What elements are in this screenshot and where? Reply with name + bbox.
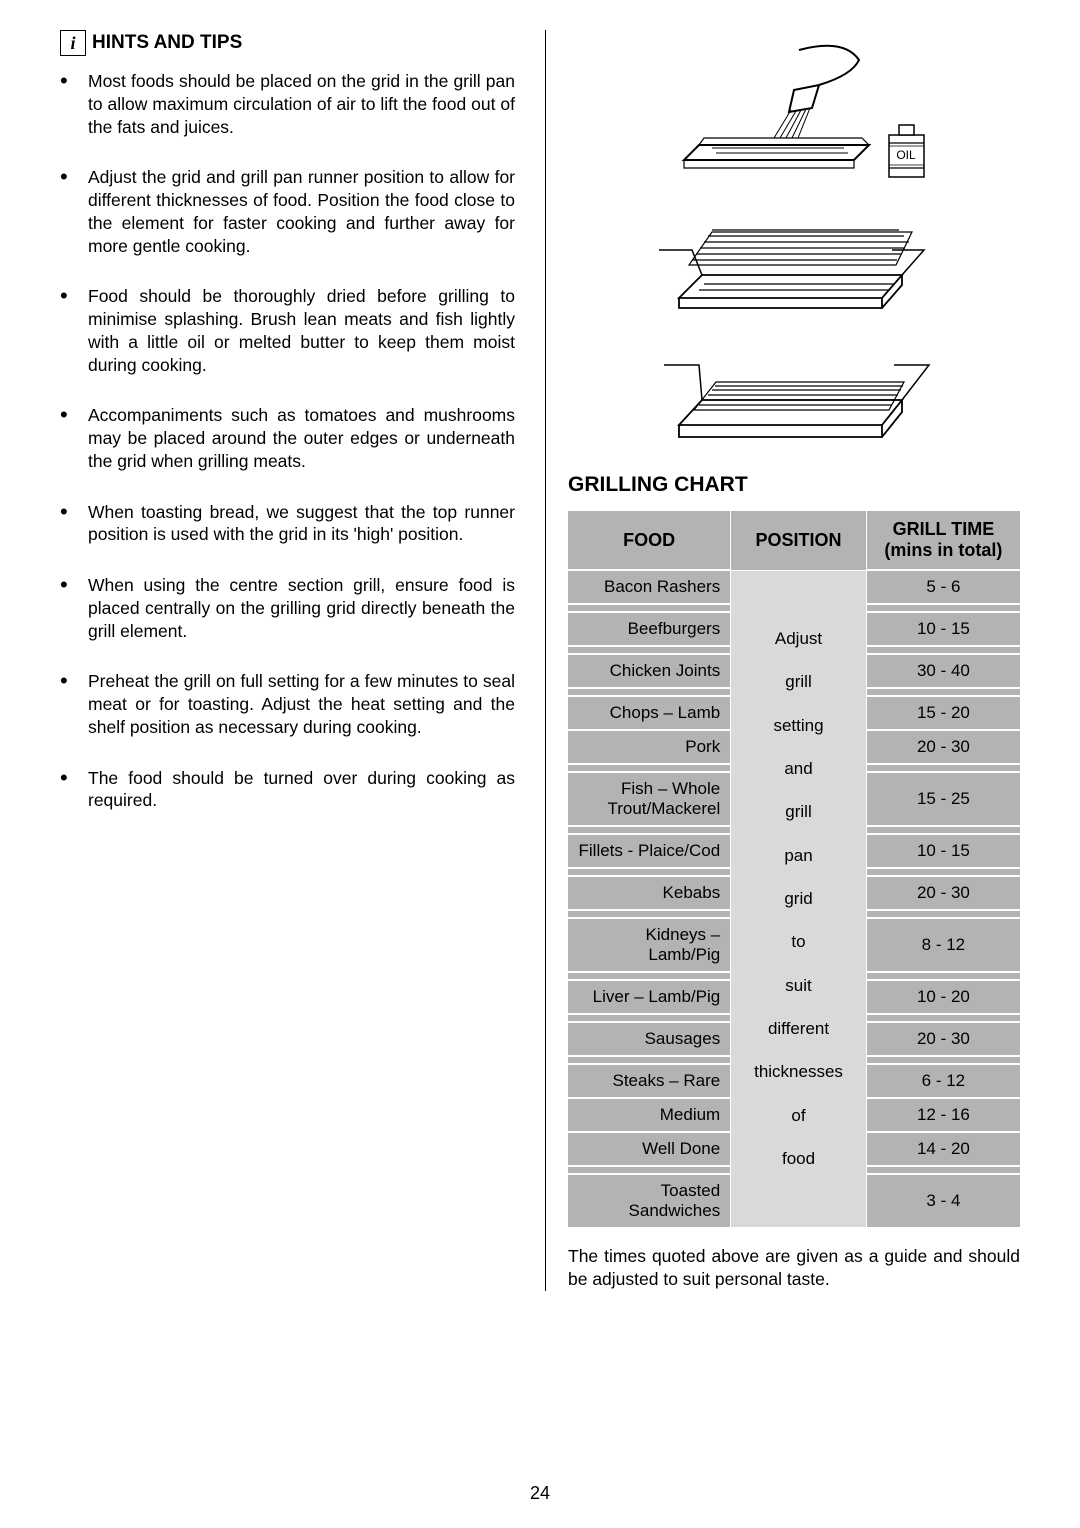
time-cell: 5 - 6 [866,570,1020,604]
food-cell: Toasted Sandwiches [568,1174,731,1227]
chart-note: The times quoted above are given as a gu… [568,1245,1020,1291]
food-cell: Well Done [568,1132,731,1166]
food-cell: Kebabs [568,876,731,910]
food-cell: Bacon Rashers [568,570,731,604]
hint-item: •Most foods should be placed on the grid… [60,70,515,138]
hint-item: •Adjust the grid and grill pan runner po… [60,166,515,257]
hint-item: •Accompaniments such as tomatoes and mus… [60,404,515,472]
time-cell: 3 - 4 [866,1174,1020,1227]
grilling-chart-table: FOOD POSITION GRILL TIME (mins in total)… [568,511,1020,1227]
grill-illustrations: OIL [568,30,1020,455]
food-cell: Fish – Whole Trout/Mackerel [568,772,731,826]
col-position: POSITION [731,511,867,570]
section-title: HINTS AND TIPS [92,32,242,54]
time-cell: 30 - 40 [866,654,1020,688]
hint-item: •When using the centre section grill, en… [60,574,515,642]
hints-heading: i HINTS AND TIPS [60,30,515,56]
hint-item: •When toasting bread, we suggest that th… [60,501,515,547]
food-cell: Sausages [568,1022,731,1056]
hint-text: The food should be turned over during co… [88,767,515,813]
time-cell: 15 - 25 [866,772,1020,826]
time-cell: 10 - 15 [866,612,1020,646]
hint-text: Food should be thoroughly dried before g… [88,285,515,376]
hint-item: •Preheat the grill on full setting for a… [60,670,515,738]
time-cell: 10 - 15 [866,834,1020,868]
time-cell: 6 - 12 [866,1064,1020,1098]
hint-text: Adjust the grid and grill pan runner pos… [88,166,515,257]
time-cell: 8 - 12 [866,918,1020,972]
time-cell: 12 - 16 [866,1098,1020,1132]
position-cell: Adjustgrillsettingandgrillpangridtosuitd… [731,570,867,1227]
bullet-icon: • [60,285,88,376]
food-cell: Beefburgers [568,612,731,646]
food-cell: Steaks – Rare [568,1064,731,1098]
time-cell: 20 - 30 [866,876,1020,910]
time-cell: 14 - 20 [866,1132,1020,1166]
info-icon: i [60,30,86,56]
time-cell: 10 - 20 [866,980,1020,1014]
hint-text: When toasting bread, we suggest that the… [88,501,515,547]
hint-item: •Food should be thoroughly dried before … [60,285,515,376]
hint-text: Preheat the grill on full setting for a … [88,670,515,738]
hint-text: Most foods should be placed on the grid … [88,70,515,138]
illustration-grill-pan-low [644,320,944,455]
page-number: 24 [0,1483,1080,1504]
hint-text: When using the centre section grill, ens… [88,574,515,642]
hint-text: Accompaniments such as tomatoes and mush… [88,404,515,472]
col-time: GRILL TIME (mins in total) [866,511,1020,570]
bullet-icon: • [60,574,88,642]
bullet-icon: • [60,767,88,813]
hints-list: •Most foods should be placed on the grid… [60,70,515,812]
col-food: FOOD [568,511,731,570]
grilling-chart-title: GRILLING CHART [568,473,1020,497]
bullet-icon: • [60,501,88,547]
hint-item: •The food should be turned over during c… [60,767,515,813]
bullet-icon: • [60,70,88,138]
illustration-grill-pan-high [644,190,944,320]
food-cell: Pork [568,730,731,764]
food-cell: Chicken Joints [568,654,731,688]
svg-text:OIL: OIL [896,148,916,162]
bullet-icon: • [60,670,88,738]
bullet-icon: • [60,166,88,257]
food-cell: Kidneys – Lamb/Pig [568,918,731,972]
time-cell: 20 - 30 [866,730,1020,764]
time-cell: 15 - 20 [866,696,1020,730]
food-cell: Liver – Lamb/Pig [568,980,731,1014]
bullet-icon: • [60,404,88,472]
food-cell: Fillets - Plaice/Cod [568,834,731,868]
food-cell: Chops – Lamb [568,696,731,730]
time-cell: 20 - 30 [866,1022,1020,1056]
illustration-brush-oil: OIL [644,30,944,190]
food-cell: Medium [568,1098,731,1132]
